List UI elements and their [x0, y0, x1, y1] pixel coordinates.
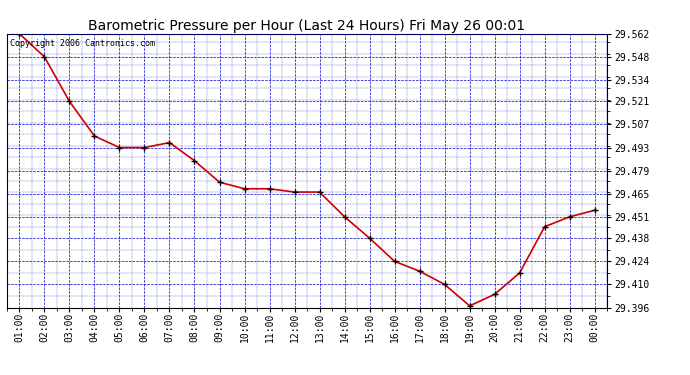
Text: Copyright 2006 Cantronics.com: Copyright 2006 Cantronics.com — [10, 39, 155, 48]
Title: Barometric Pressure per Hour (Last 24 Hours) Fri May 26 00:01: Barometric Pressure per Hour (Last 24 Ho… — [88, 19, 526, 33]
